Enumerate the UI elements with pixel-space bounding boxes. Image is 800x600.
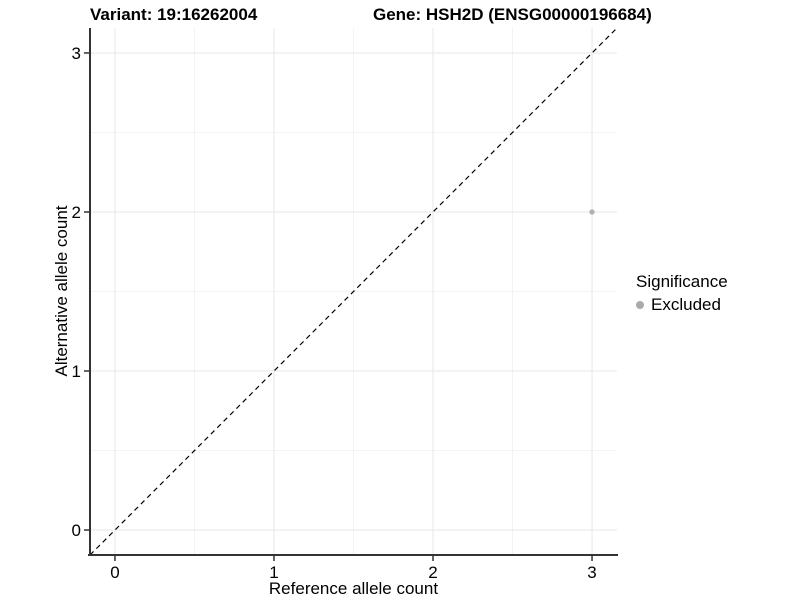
plot-title-variant: Variant: 19:16262004 <box>90 5 258 24</box>
x-axis-tick-label: 1 <box>269 563 278 582</box>
y-axis-title: Alternative allele count <box>52 205 71 377</box>
y-axis-tick-label: 3 <box>72 44 81 63</box>
legend-point-icon <box>636 301 644 309</box>
x-axis-tick-label: 3 <box>587 563 596 582</box>
y-axis-tick-label: 1 <box>72 362 81 381</box>
legend: Significance Excluded <box>636 272 728 315</box>
data-point-excluded <box>589 209 595 215</box>
x-axis-tick-label: 2 <box>428 563 437 582</box>
legend-item-excluded: Excluded <box>636 295 728 315</box>
identity-dashed-line <box>89 27 618 556</box>
legend-item-label: Excluded <box>651 295 721 314</box>
legend-title: Significance <box>636 272 728 291</box>
y-axis-tick-label: 0 <box>72 521 81 540</box>
y-axis-tick-label: 2 <box>72 203 81 222</box>
x-axis-tick-label: 0 <box>110 563 119 582</box>
x-axis-title: Reference allele count <box>268 579 439 598</box>
plot-title-gene: Gene: HSH2D (ENSG00000196684) <box>373 5 652 24</box>
